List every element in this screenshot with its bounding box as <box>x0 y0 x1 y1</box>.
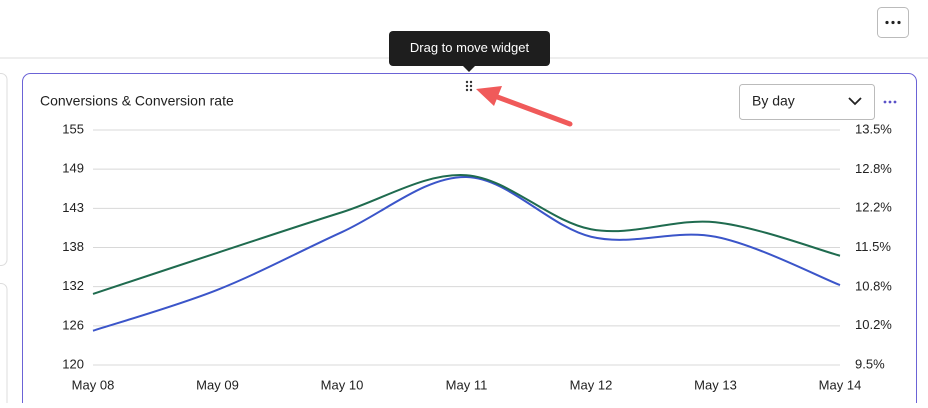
x-tick-label: May 10 <box>321 377 364 392</box>
side-card <box>0 73 8 266</box>
x-tick-label: May 14 <box>819 377 862 392</box>
y-tick-label: 120 <box>62 356 84 371</box>
annotation-arrow <box>476 86 573 127</box>
y2-tick-label: 9.5% <box>855 356 885 371</box>
x-tick-label: May 09 <box>196 377 239 392</box>
y-tick-label: 155 <box>62 121 84 136</box>
series-line <box>92 175 841 332</box>
series-line <box>92 174 841 295</box>
y2-tick-label: 12.8% <box>855 161 892 176</box>
x-tick-label: May 12 <box>570 377 613 392</box>
dropdown-label: By day <box>752 93 795 109</box>
y-tick-label: 143 <box>62 200 84 215</box>
dropdown[interactable] <box>739 84 875 120</box>
y2-tick-label: 10.2% <box>855 317 892 332</box>
tooltip <box>389 31 550 72</box>
x-tick-label: May 11 <box>446 377 488 392</box>
y2-tick-label: 12.2% <box>855 200 892 215</box>
more-button[interactable] <box>877 7 909 38</box>
x-tick-label: May 08 <box>72 377 115 392</box>
tooltip-text: Drag to move widget <box>410 40 530 55</box>
widget-menu[interactable] <box>883 100 897 104</box>
drag-handle[interactable] <box>465 80 473 92</box>
x-tick-label: May 13 <box>694 377 737 392</box>
y2-tick-label: 11.5% <box>855 239 891 254</box>
y-tick-label: 149 <box>62 161 84 176</box>
y2-tick-label: 10.8% <box>855 278 892 293</box>
side-card <box>0 283 8 408</box>
y-tick-label: 138 <box>62 239 84 254</box>
widget-card <box>22 73 917 408</box>
y-tick-label: 132 <box>62 278 84 293</box>
plot: 120 126 132 138 143 149 155 9.5% 10.2% 10.8% 11.5%… <box>62 121 892 392</box>
y2-tick-label: 13.5% <box>855 121 892 136</box>
y-tick-label: 126 <box>62 317 84 332</box>
chart-title: Conversions & Conversion rate <box>40 93 234 109</box>
